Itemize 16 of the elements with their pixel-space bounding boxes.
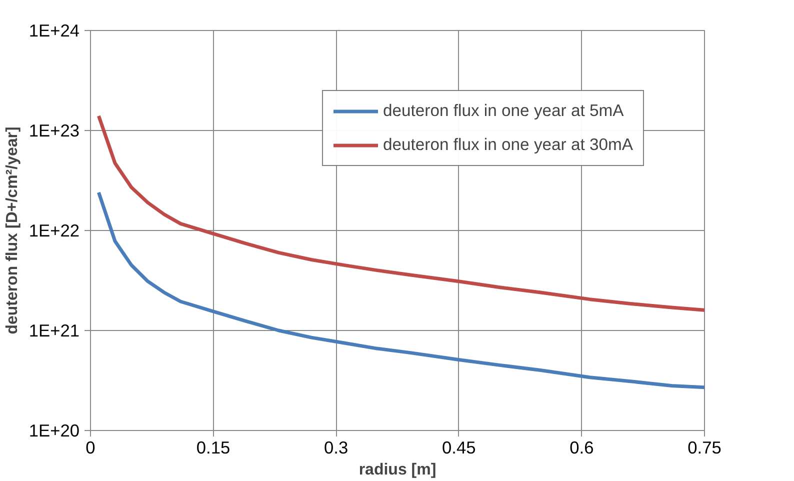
x-tick-label: 0.75 (688, 438, 722, 458)
y-tick-label: 1E+21 (28, 320, 80, 340)
legend-label: deuteron flux in one year at 30mA (383, 135, 633, 155)
line-series (96, 190, 704, 390)
y-tick-label: 1E+20 (28, 420, 80, 440)
x-axis-title: radius [m] (358, 462, 436, 478)
legend-label: deuteron flux in one year at 5mA (383, 101, 624, 121)
y-tick-label: 1E+24 (28, 20, 80, 40)
x-tick-label: 0.15 (196, 438, 230, 458)
x-tick-label: 0.3 (324, 438, 348, 458)
y-tick-label: 1E+23 (28, 120, 80, 140)
x-tick-label: 0 (86, 438, 96, 458)
y-axis-title: deuteron flux [D+/cm²/year] (4, 126, 21, 334)
x-tick-label: 0.45 (442, 438, 476, 458)
y-tick-label: 1E+22 (28, 220, 80, 240)
x-tick-label: 0.6 (570, 438, 594, 458)
